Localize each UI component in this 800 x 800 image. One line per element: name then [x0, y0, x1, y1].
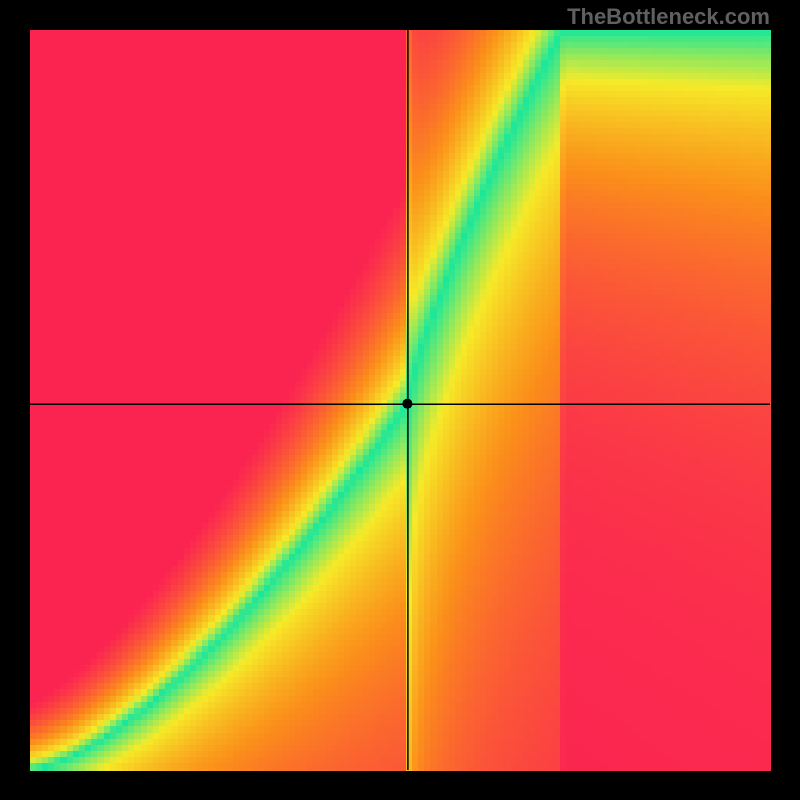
bottleneck-heatmap [0, 0, 800, 800]
watermark-label: TheBottleneck.com [567, 4, 770, 30]
